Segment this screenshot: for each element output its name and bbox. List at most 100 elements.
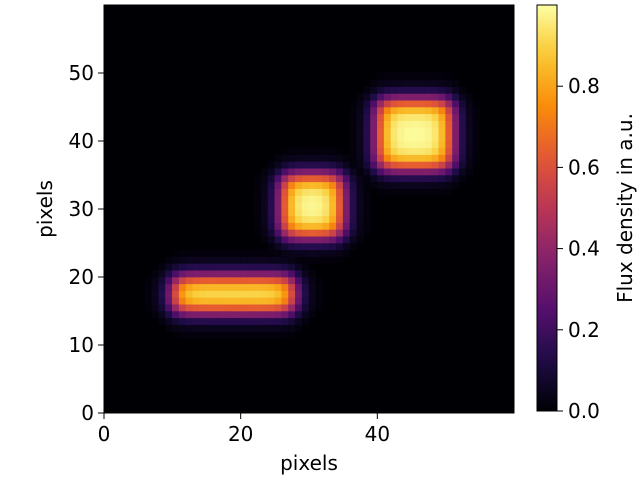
y-tick-label: 10 (69, 333, 94, 357)
heatmap-cell (281, 276, 289, 285)
heatmap-cell (383, 174, 392, 183)
heatmap-cell (363, 208, 371, 217)
heatmap-cell (301, 256, 310, 264)
heatmap-cell (308, 208, 317, 217)
heatmap-cell (260, 229, 269, 237)
heatmap-cell (438, 113, 446, 121)
heatmap-cell (336, 208, 344, 217)
heatmap-cell (274, 242, 282, 251)
heatmap-cell (240, 324, 248, 332)
heatmap-cell (424, 120, 433, 128)
heatmap-cell (438, 154, 446, 162)
heatmap-cell (349, 235, 358, 244)
heatmap-cell (308, 310, 317, 319)
heatmap-cell (322, 249, 330, 257)
heatmap-cell (226, 269, 235, 278)
heatmap-cell (267, 263, 276, 271)
heatmap-cell (267, 310, 276, 319)
heatmap-cell (260, 317, 269, 325)
heatmap-cell (199, 317, 207, 325)
heatmap-cell (322, 208, 330, 217)
heatmap-cell (315, 154, 323, 162)
heatmap-cell (233, 283, 241, 291)
heatmap-cell (295, 147, 303, 155)
y-tick-label: 0 (81, 401, 94, 425)
heatmap-cell (240, 263, 248, 271)
heatmap-cell (295, 276, 303, 285)
heatmap-cell (240, 303, 248, 312)
heatmap-cell (459, 120, 467, 128)
heatmap-cell (445, 79, 453, 87)
heatmap-cell (356, 93, 364, 101)
heatmap-cell (260, 167, 269, 176)
heatmap-cell (254, 310, 262, 319)
heatmap-cell (322, 174, 330, 183)
heatmap-cell (377, 133, 385, 142)
heatmap-cell (185, 263, 194, 271)
heatmap-cell (349, 188, 358, 196)
heatmap-cell (301, 154, 310, 162)
heatmap-cell (158, 297, 166, 305)
heatmap-cell (452, 106, 460, 115)
heatmap-cell (411, 188, 419, 196)
heatmap-cell (295, 256, 303, 264)
heatmap-cell (459, 140, 467, 149)
heatmap-cell (452, 154, 460, 162)
heatmap-cell (295, 167, 303, 176)
heatmap-cell (370, 140, 378, 149)
heatmap-cell (404, 120, 412, 128)
heatmap-cell (288, 317, 296, 325)
heatmap-cell (206, 331, 214, 339)
heatmap-cell (260, 331, 269, 339)
heatmap-cell (247, 310, 255, 319)
heatmap-cell (274, 222, 282, 230)
heatmap-cell (178, 249, 187, 257)
heatmap-cell (349, 229, 358, 237)
heatmap-cell (308, 174, 317, 183)
heatmap-cell (281, 269, 289, 278)
heatmap-cell (383, 181, 392, 189)
heatmap-cell (260, 263, 269, 271)
heatmap-cell (424, 106, 433, 115)
heatmap-cell (383, 120, 392, 128)
heatmap-cell (370, 86, 378, 94)
heatmap-cell (336, 147, 344, 155)
heatmap-cell (247, 283, 255, 291)
heatmap-cell (295, 229, 303, 237)
heatmap-cell (404, 167, 412, 176)
heatmap-cell (206, 290, 214, 298)
heatmap-cell (342, 195, 351, 203)
heatmap-cell (226, 276, 235, 285)
heatmap-cell (308, 215, 317, 223)
heatmap-cell (295, 303, 303, 312)
heatmap-cell (424, 72, 433, 81)
heatmap-cell (472, 113, 481, 121)
heatmap-cell (192, 276, 200, 285)
heatmap-cell (281, 188, 289, 196)
colorbar-tick-label: 0.8 (568, 74, 600, 98)
heatmap-cell (390, 133, 399, 142)
heatmap-cell (254, 195, 262, 203)
heatmap-cell (356, 133, 364, 142)
heatmap-cell (185, 324, 194, 332)
heatmap-cell (356, 140, 364, 149)
heatmap-cell (219, 249, 228, 257)
heatmap-cell (418, 167, 426, 176)
heatmap-cell (281, 303, 289, 312)
heatmap-cell (151, 283, 159, 291)
heatmap-cell (144, 276, 153, 285)
heatmap-cell (178, 331, 187, 339)
heatmap-cell (206, 324, 214, 332)
heatmap-cell (418, 188, 426, 196)
heatmap-cell (424, 174, 433, 183)
heatmap-cell (165, 290, 173, 298)
heatmap-cell (315, 256, 323, 264)
heatmap-cell (295, 188, 303, 196)
heatmap-cell (274, 283, 282, 291)
heatmap-cell (329, 174, 337, 183)
heatmap-cell (377, 140, 385, 149)
heatmap-cell (295, 222, 303, 230)
heatmap-cell (219, 317, 228, 325)
heatmap-cell (459, 113, 467, 121)
heatmap-cell (260, 208, 269, 217)
